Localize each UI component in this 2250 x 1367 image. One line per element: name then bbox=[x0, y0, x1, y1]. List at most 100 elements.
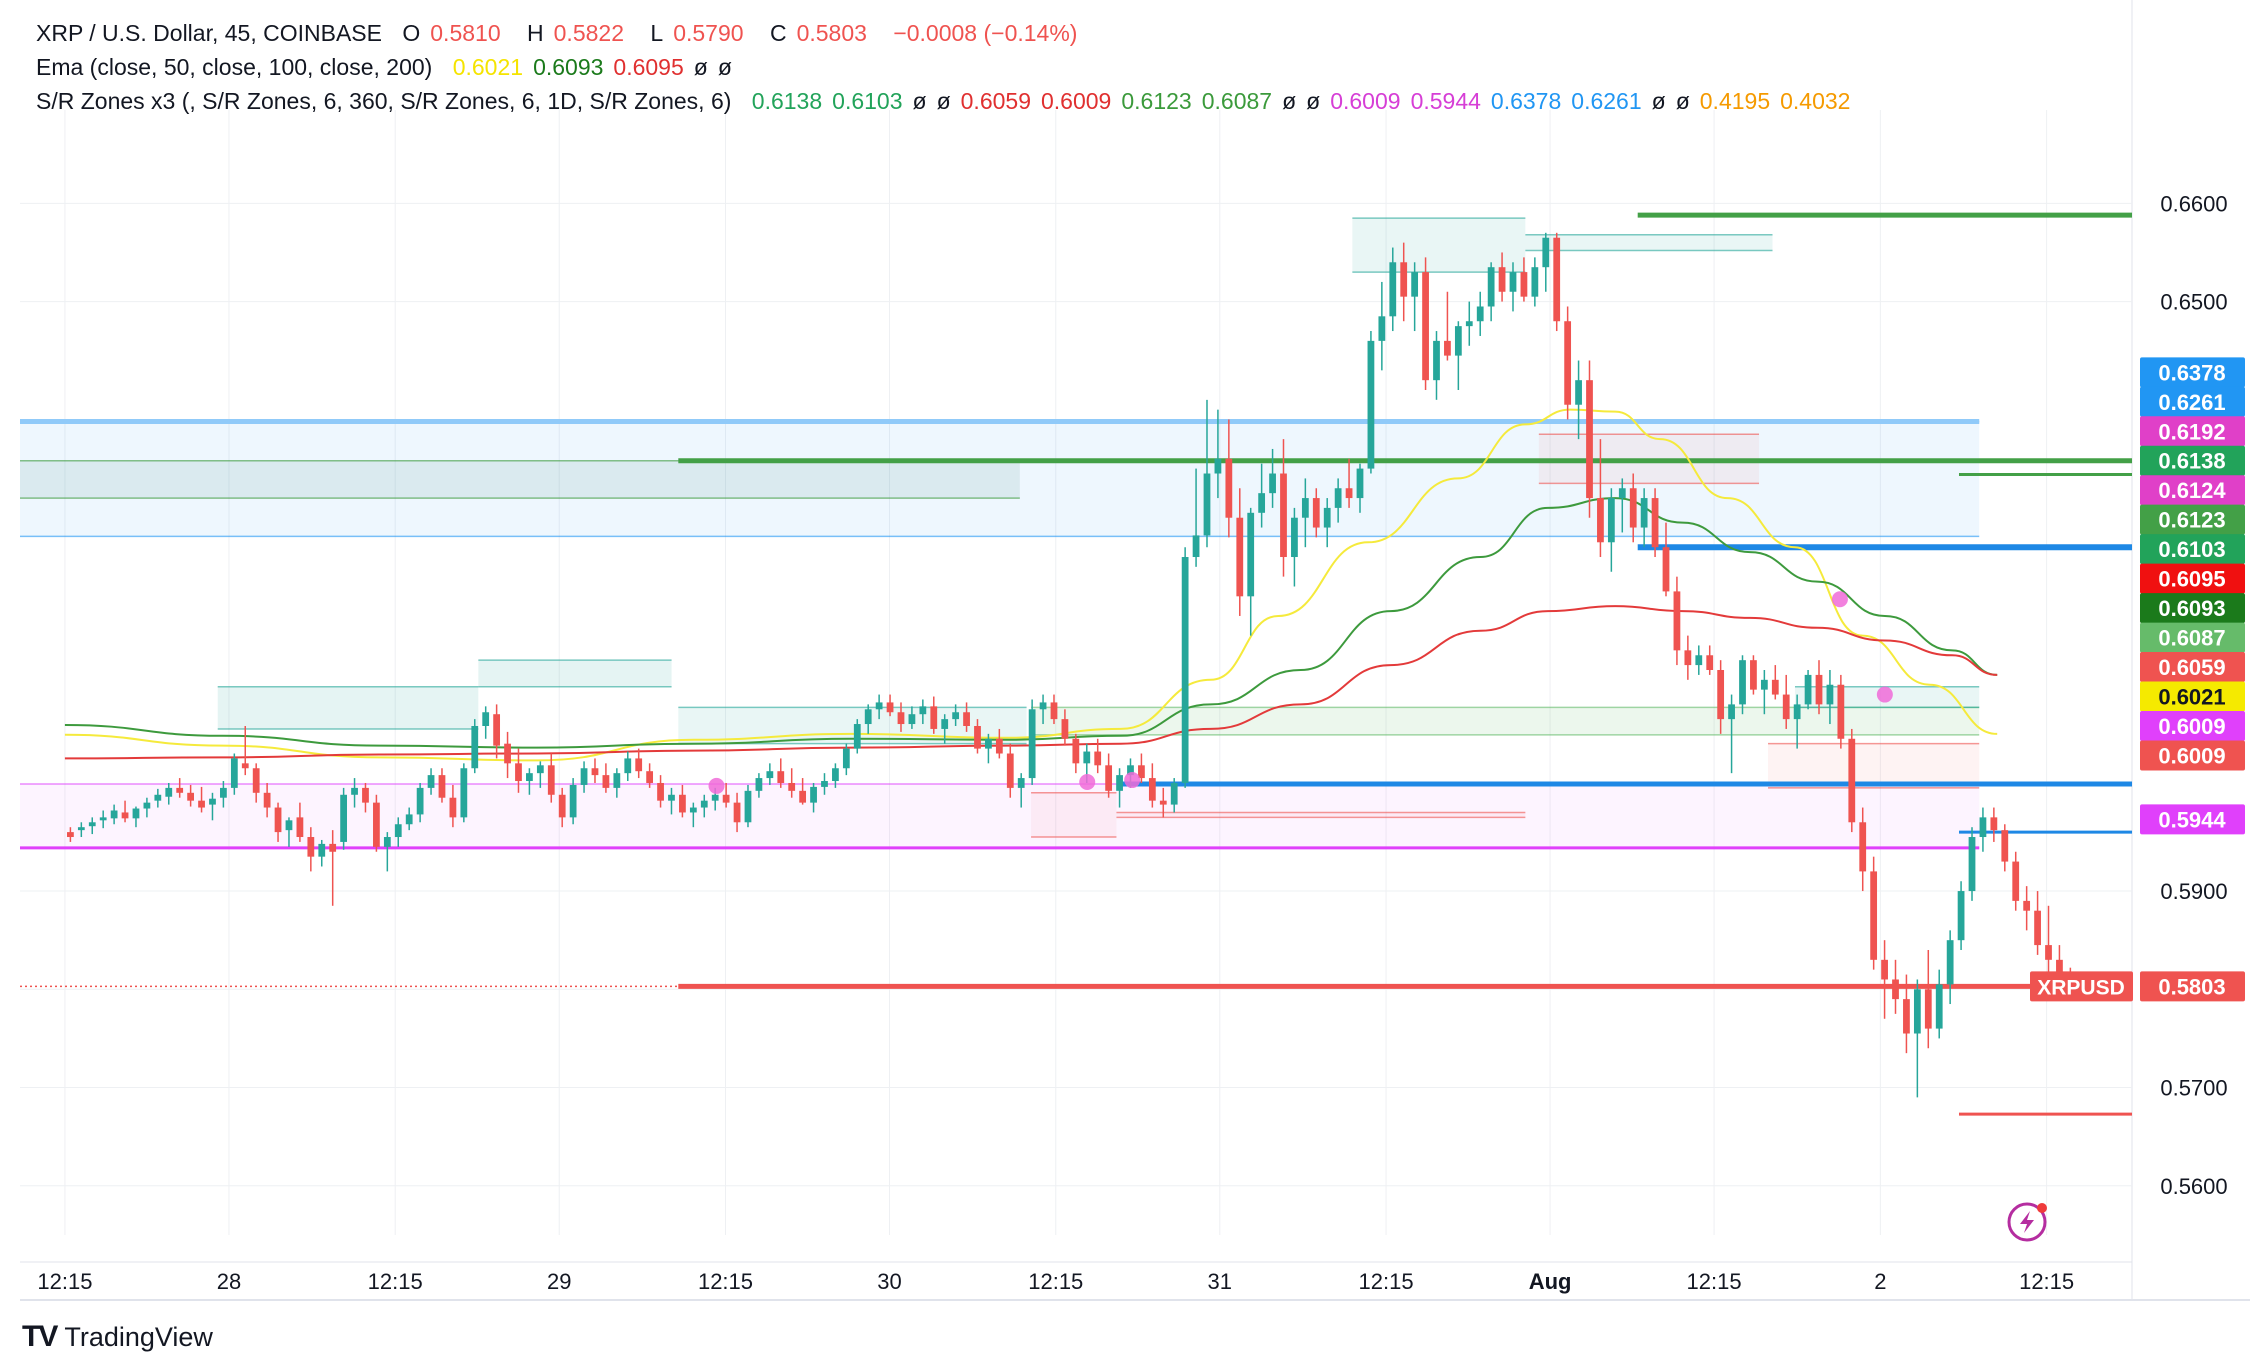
candle-body bbox=[1301, 498, 1309, 518]
cross-marker bbox=[1831, 591, 1848, 608]
candle-body bbox=[1465, 321, 1473, 327]
candle-body bbox=[1017, 778, 1025, 788]
candle-body bbox=[1651, 498, 1659, 548]
candle-body bbox=[1706, 655, 1714, 670]
price-tag-label: 0.6124 bbox=[2158, 478, 2226, 503]
candle-body bbox=[1225, 458, 1233, 518]
x-tick-label: 12:15 bbox=[1687, 1269, 1742, 1294]
candle-body bbox=[351, 787, 358, 795]
price-tag bbox=[2140, 622, 2245, 653]
candle-body bbox=[602, 775, 610, 788]
ema-line bbox=[64, 497, 1998, 749]
candle-body bbox=[821, 781, 828, 787]
candle-body bbox=[1312, 498, 1320, 528]
y-tick-label: 0.5700 bbox=[2160, 1076, 2227, 1101]
sr-zone bbox=[1525, 234, 1773, 251]
candle-body bbox=[1913, 989, 1921, 1034]
candle-body bbox=[1717, 670, 1725, 720]
ema-line bbox=[64, 605, 1998, 760]
candle-body bbox=[1127, 765, 1134, 776]
price-tag bbox=[2140, 740, 2245, 771]
close-value: C 0.5803 bbox=[769, 20, 867, 46]
y-tick-label: 0.6600 bbox=[2160, 191, 2227, 216]
candle-body bbox=[1837, 684, 1845, 739]
candle-body bbox=[1061, 719, 1069, 739]
candle-body bbox=[241, 763, 249, 769]
candle-body bbox=[886, 702, 894, 713]
time-axis[interactable]: 12:15 28 12:15 29 12:15 30 12:15 31 12:15 Aug 12:1… bbox=[37, 1269, 2074, 1294]
candle-body bbox=[733, 802, 741, 823]
candle-body bbox=[67, 832, 74, 838]
candle-body bbox=[1258, 493, 1266, 513]
candle-body bbox=[646, 771, 654, 783]
candle-body bbox=[1618, 488, 1626, 499]
candle-body bbox=[1247, 512, 1255, 597]
sr-value: ø bbox=[1306, 88, 1321, 114]
legend-ema-line: Ema (close, 50, close, 100, close, 200) … bbox=[36, 50, 752, 84]
x-tick-label: 2 bbox=[1874, 1269, 1886, 1294]
price-tag-label: 0.6138 bbox=[2158, 449, 2225, 474]
candle-body bbox=[1367, 340, 1375, 469]
candle-body bbox=[1170, 782, 1178, 805]
lightning-icon[interactable] bbox=[2007, 1202, 2047, 1242]
x-tick-label: Aug bbox=[1529, 1269, 1572, 1294]
x-tick-label: 12:15 bbox=[2019, 1269, 2074, 1294]
candle-body bbox=[1564, 321, 1572, 405]
sr-zone bbox=[1031, 792, 1117, 838]
candle-body bbox=[1597, 498, 1604, 543]
x-tick-label: 12:15 bbox=[1359, 1269, 1414, 1294]
sr-value: 0.4032 bbox=[1780, 88, 1851, 114]
symbol-title[interactable]: XRP / U.S. Dollar, 45, COINBASE bbox=[36, 20, 382, 46]
candle-body bbox=[1192, 535, 1200, 558]
candle-body bbox=[143, 802, 151, 809]
candle-body bbox=[755, 778, 763, 791]
candle-body bbox=[449, 797, 457, 818]
sr-indicator-label[interactable]: S/R Zones x3 (, S/R Zones, 6, 360, S/R Z… bbox=[36, 88, 732, 114]
candle-body bbox=[427, 775, 435, 788]
candle-body bbox=[1553, 237, 1561, 322]
candle-body bbox=[329, 843, 337, 852]
price-tag-label: 0.6103 bbox=[2158, 537, 2225, 562]
price-tag bbox=[2140, 681, 2245, 712]
candle-body bbox=[438, 775, 446, 798]
ema-value: ø bbox=[693, 54, 708, 80]
price-labels: 0.6378 0.6261 0.6192 0.6138 0.6124 0.6123 0.61… bbox=[2030, 357, 2245, 1002]
ema-indicator-label[interactable]: Ema (close, 50, close, 100, close, 200) bbox=[36, 54, 433, 80]
x-tick-label: 12:15 bbox=[37, 1269, 92, 1294]
candle-body bbox=[722, 794, 730, 803]
candle-body bbox=[788, 782, 796, 791]
tradingview-branding[interactable]: TV TradingView bbox=[22, 1320, 213, 1354]
price-tag bbox=[2140, 475, 2245, 506]
candle-body bbox=[1345, 488, 1353, 499]
candle-body bbox=[1039, 702, 1047, 710]
sr-value: 0.6059 bbox=[960, 88, 1031, 114]
candle-body bbox=[985, 738, 992, 749]
candle-body bbox=[2045, 945, 2052, 960]
candle-body bbox=[941, 719, 949, 729]
candle-body bbox=[995, 738, 1003, 754]
candle-body bbox=[99, 817, 107, 821]
y-tick-label: 0.6500 bbox=[2160, 290, 2227, 315]
sr-value: ø bbox=[1282, 88, 1297, 114]
candle-body bbox=[1094, 751, 1102, 766]
candle-body bbox=[121, 812, 129, 819]
symbol-tag bbox=[2030, 971, 2133, 1002]
legend-sr-line: S/R Zones x3 (, S/R Zones, 6, 360, S/R Z… bbox=[36, 84, 1870, 118]
sr-value: ø bbox=[912, 88, 927, 114]
candle-body bbox=[1542, 237, 1550, 268]
candle-body bbox=[2034, 910, 2041, 946]
candle-body bbox=[635, 758, 643, 772]
candle-body bbox=[1105, 765, 1113, 791]
candle-body bbox=[1750, 660, 1757, 690]
x-tick-label: 30 bbox=[877, 1269, 901, 1294]
sr-zone bbox=[1352, 218, 1526, 273]
candle-body bbox=[230, 758, 238, 788]
sr-zone bbox=[217, 686, 479, 729]
candle-body bbox=[974, 726, 981, 749]
x-tick-label: 28 bbox=[217, 1269, 241, 1294]
cross-marker bbox=[708, 777, 725, 794]
candle-body bbox=[110, 810, 118, 819]
price-tag bbox=[2140, 563, 2245, 594]
candle-body bbox=[1444, 340, 1451, 356]
